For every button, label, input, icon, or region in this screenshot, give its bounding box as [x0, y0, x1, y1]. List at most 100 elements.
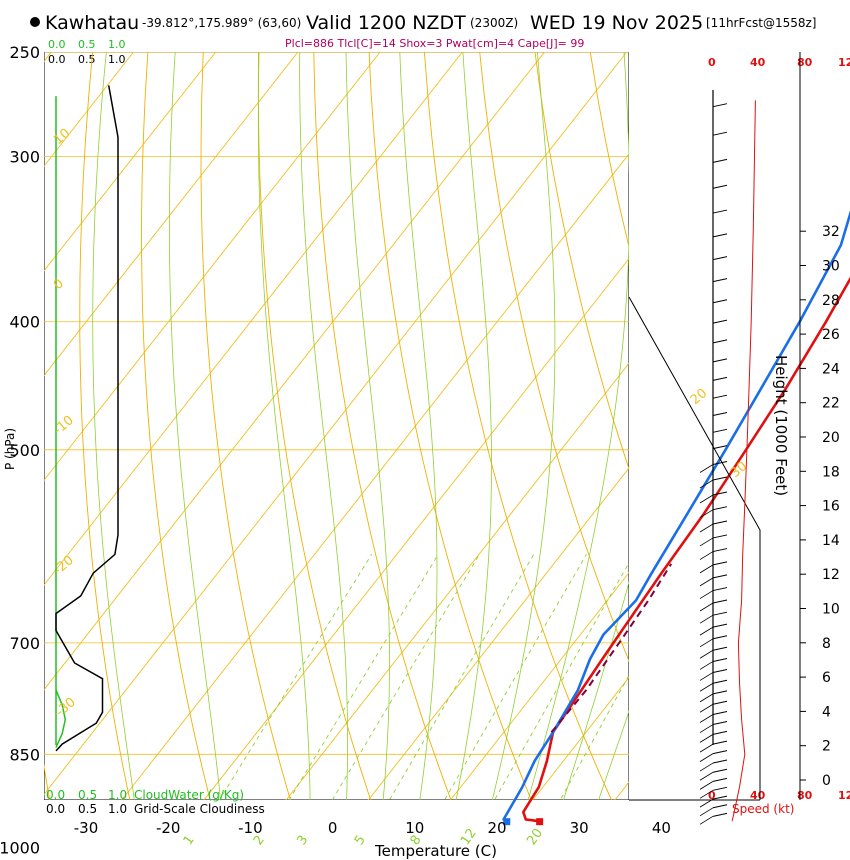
pressure-tick-label: 1000 — [0, 839, 40, 858]
wind-speed-profile — [731, 100, 756, 822]
wind-barb-tail — [699, 682, 714, 692]
dry-adiabat — [534, 52, 629, 471]
isotherm-line — [285, 362, 629, 800]
cloudiness-tick: 0.0 — [46, 802, 65, 816]
surface-temperature-marker — [536, 818, 544, 826]
wind-barb-tail — [699, 602, 714, 612]
mixing-ratio-line — [444, 554, 587, 800]
wind-barb-tail — [699, 714, 714, 723]
wind-barb-tail — [699, 798, 714, 808]
wind-barb-flag — [712, 721, 728, 726]
mixing-ratio-line — [331, 554, 480, 800]
wind-barb-flag — [712, 768, 728, 773]
skew-boundary-line — [628, 296, 761, 800]
mixing-ratio-line — [494, 562, 629, 800]
wind-barb-flag — [712, 299, 728, 304]
forecast-label: [11hrFcst@1558z] — [706, 16, 816, 30]
isotherm-line — [44, 52, 299, 377]
pressure-tick-label: 850 — [9, 745, 40, 764]
wind-barb — [699, 476, 728, 489]
wind-barb — [699, 611, 728, 624]
parcel-curve — [550, 563, 673, 733]
wind-barb-flag — [712, 394, 728, 399]
speed-tick: 0 — [708, 56, 716, 69]
station-name: Kawhatau — [45, 12, 139, 34]
height-tick-label: 32 — [822, 224, 840, 240]
dry-adiabat — [423, 52, 613, 800]
cloudiness-scale-top: 0.0 0.5 1.0 — [48, 53, 126, 66]
moist-adiabat — [527, 52, 629, 800]
wind-barb-tail — [699, 807, 714, 817]
wind-barb — [699, 730, 728, 743]
wind-barb — [712, 158, 728, 163]
height-tick-label: 12 — [822, 567, 840, 583]
dry-adiabat — [200, 52, 291, 800]
valid-time: Valid 1200 NZDT — [306, 12, 466, 34]
wind-barb — [699, 574, 728, 587]
isotherm-line — [44, 52, 545, 691]
wind-barb-tail — [699, 781, 714, 790]
isotherm-line — [449, 571, 629, 800]
wind-barb — [712, 256, 728, 261]
x-tick-label: 40 — [652, 819, 671, 837]
wind-barb-flag — [712, 476, 728, 481]
height-axis-label: Height (1000 Feet) — [772, 355, 790, 496]
wind-barb — [712, 103, 728, 108]
wind-barb-flag — [712, 428, 728, 433]
height-tick-label: 0 — [822, 773, 831, 789]
isotherm-line — [367, 467, 629, 800]
dry-adiabat — [368, 52, 532, 800]
height-tick-label: 24 — [822, 361, 840, 377]
dry-adiabat — [589, 52, 629, 249]
isotherm-line — [532, 676, 629, 800]
x-tick-label: 20 — [487, 819, 506, 837]
wind-barb-flag — [712, 461, 728, 466]
wind-barb — [699, 623, 728, 636]
surface-dewpoint-marker — [503, 818, 511, 826]
x-tick-label: -10 — [238, 819, 263, 837]
wind-barb-flag — [712, 548, 728, 553]
wind-barb — [699, 786, 728, 799]
dewpoint-curve — [502, 210, 850, 823]
cloudiness-tick: 0.5 — [78, 53, 96, 66]
pressure-tick-label: 700 — [9, 634, 40, 653]
wind-barb-tail — [699, 551, 714, 560]
mixing-ratio-label: 3 — [294, 833, 311, 848]
wind-barb-flag — [712, 358, 728, 363]
wind-barb — [699, 812, 728, 825]
wind-barb — [699, 740, 728, 753]
cloudwater-legend: CloudWater (g/Kg) — [134, 788, 244, 802]
speed-tick: 40 — [750, 789, 766, 802]
height-tick-label: 26 — [822, 327, 840, 343]
speed-scale-top: 0 40 80 12 — [708, 56, 850, 69]
isotherm-label: 0 — [51, 276, 67, 293]
cloudiness-tick: 1.0 — [108, 802, 127, 816]
speed-tick: 12 — [838, 56, 850, 69]
cloudwater-tick: 1.0 — [108, 38, 126, 51]
wind-barb-tail — [699, 626, 714, 636]
wind-barb — [712, 394, 728, 399]
mixing-ratio-label: 20 — [524, 826, 546, 848]
wind-barb-flag — [712, 740, 728, 745]
wind-barb — [699, 768, 728, 781]
moist-adiabat — [299, 52, 349, 800]
speed-tick: 0 — [708, 789, 716, 802]
dry-adiabat — [44, 763, 51, 800]
moist-adiabat — [605, 52, 850, 860]
wind-barb — [699, 461, 728, 473]
cloudwater-profile — [55, 689, 67, 748]
height-tick-label: 18 — [822, 464, 840, 480]
dry-adiabat — [141, 52, 211, 800]
wind-barb-flag — [712, 534, 728, 539]
wind-barb-flag — [712, 278, 728, 283]
speed-tick: 40 — [750, 56, 766, 69]
wind-barb — [699, 587, 728, 599]
wind-barb — [712, 412, 728, 416]
wind-barb-flag — [712, 158, 728, 163]
wind-barb — [712, 428, 728, 433]
wind-barb — [699, 700, 728, 713]
sounding-params: Plcl=886 Tlcl[C]=14 Shox=3 Pwat[cm]=4 Ca… — [285, 37, 584, 50]
cloudiness-tick: 1.0 — [108, 53, 126, 66]
moist-adiabat — [92, 52, 135, 800]
